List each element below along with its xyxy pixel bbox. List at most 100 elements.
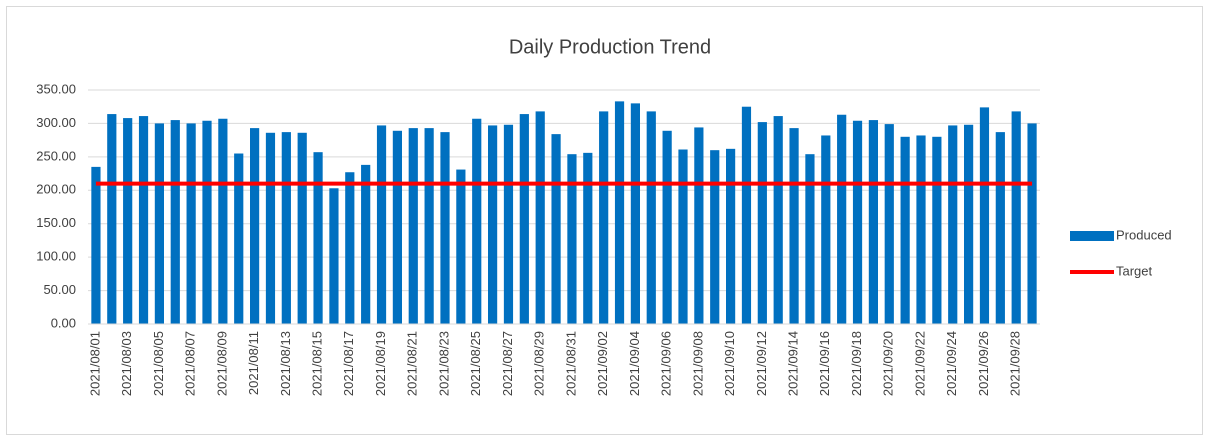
bar	[535, 111, 545, 324]
bar	[265, 132, 276, 324]
bar	[170, 120, 180, 324]
y-tick-label: 100.00	[36, 249, 76, 264]
bar	[488, 125, 498, 324]
y-tick-label: 350.00	[36, 81, 76, 96]
bar	[837, 114, 847, 324]
bar	[297, 132, 307, 324]
bar	[900, 136, 910, 324]
x-tick-label: 2021/09/06	[659, 331, 674, 396]
x-tick-label: 2021/09/16	[817, 331, 832, 396]
bar	[757, 122, 767, 324]
x-tick-label: 2021/08/25	[468, 331, 483, 396]
x-tick-label: 2021/09/24	[944, 331, 959, 396]
y-tick-label: 300.00	[36, 115, 76, 130]
bar	[376, 125, 387, 324]
x-tick-label: 2021/09/22	[912, 331, 927, 396]
bar	[614, 101, 625, 324]
legend-swatch	[1070, 231, 1114, 241]
x-tick-label: 2021/09/08	[690, 331, 705, 396]
bar	[472, 118, 482, 325]
bar	[440, 132, 450, 324]
x-tick-label: 2021/09/18	[849, 331, 864, 396]
y-tick-label: 150.00	[36, 215, 76, 230]
bar	[662, 130, 672, 324]
bar	[281, 132, 291, 324]
bar	[630, 103, 640, 324]
bar	[678, 149, 688, 324]
x-tick-label: 2021/09/26	[976, 331, 991, 396]
bar	[789, 128, 799, 324]
bar	[123, 118, 133, 324]
bar	[91, 166, 101, 324]
bar	[218, 118, 228, 325]
bar	[519, 114, 529, 324]
x-tick-label: 2021/09/12	[754, 331, 769, 396]
bar	[884, 124, 894, 325]
bar	[361, 164, 371, 324]
bar	[979, 107, 990, 324]
x-tick-label: 2021/08/05	[151, 331, 166, 396]
x-tick-label: 2021/08/17	[341, 331, 356, 396]
bar	[773, 116, 783, 325]
bar	[154, 123, 164, 324]
y-tick-label: 0.00	[51, 315, 76, 330]
bar	[599, 111, 609, 324]
x-tick-label: 2021/09/28	[1008, 331, 1023, 396]
x-tick-label: 2021/09/02	[595, 331, 610, 396]
x-tick-label: 2021/08/01	[87, 331, 102, 396]
x-tick-label: 2021/08/13	[278, 331, 293, 396]
x-tick-label: 2021/08/29	[532, 331, 547, 396]
bar	[710, 150, 720, 324]
chart-title: Daily Production Trend	[509, 36, 711, 58]
bar	[186, 123, 196, 324]
legend-label: Target	[1116, 263, 1153, 278]
x-tick-label: 2021/08/23	[436, 331, 451, 396]
bar	[995, 132, 1005, 324]
bar	[852, 120, 863, 324]
bar	[868, 120, 878, 324]
x-tick-label: 2021/09/10	[722, 331, 737, 396]
bar	[408, 128, 418, 324]
bar	[345, 172, 355, 324]
x-tick-label: 2021/08/11	[246, 331, 261, 395]
y-tick-label: 50.00	[43, 282, 76, 297]
bar	[329, 188, 339, 324]
x-tick-label: 2021/08/15	[310, 331, 325, 396]
bar	[583, 152, 593, 324]
y-tick-label: 250.00	[36, 148, 76, 163]
x-tick-label: 2021/09/20	[881, 331, 896, 396]
x-tick-label: 2021/08/27	[500, 331, 515, 396]
bar	[726, 148, 736, 324]
bar	[694, 127, 704, 324]
x-tick-label: 2021/08/03	[119, 331, 134, 396]
x-tick-label: 2021/08/07	[183, 331, 198, 396]
bar	[948, 125, 958, 324]
x-tick-label: 2021/09/14	[786, 331, 801, 396]
bar	[456, 169, 466, 324]
bar	[646, 111, 656, 324]
bar	[234, 153, 244, 324]
x-tick-label: 2021/08/21	[405, 331, 420, 396]
bar	[392, 130, 402, 324]
bar	[741, 106, 752, 324]
bar	[250, 128, 260, 324]
bar	[138, 116, 149, 325]
x-tick-label: 2021/08/09	[214, 331, 229, 396]
bar	[821, 135, 831, 324]
bar	[107, 114, 117, 324]
x-tick-label: 2021/08/19	[373, 331, 388, 396]
bar	[805, 154, 815, 324]
bar	[202, 120, 212, 324]
bar	[424, 128, 434, 324]
x-tick-label: 2021/09/04	[627, 331, 642, 396]
bar	[503, 124, 514, 324]
bar	[932, 136, 942, 324]
bar	[567, 154, 577, 324]
legend-label: Produced	[1116, 227, 1172, 242]
y-tick-label: 200.00	[36, 182, 76, 197]
bar	[551, 134, 561, 324]
bar	[313, 152, 323, 324]
bar	[964, 124, 974, 324]
bar	[1027, 123, 1037, 324]
